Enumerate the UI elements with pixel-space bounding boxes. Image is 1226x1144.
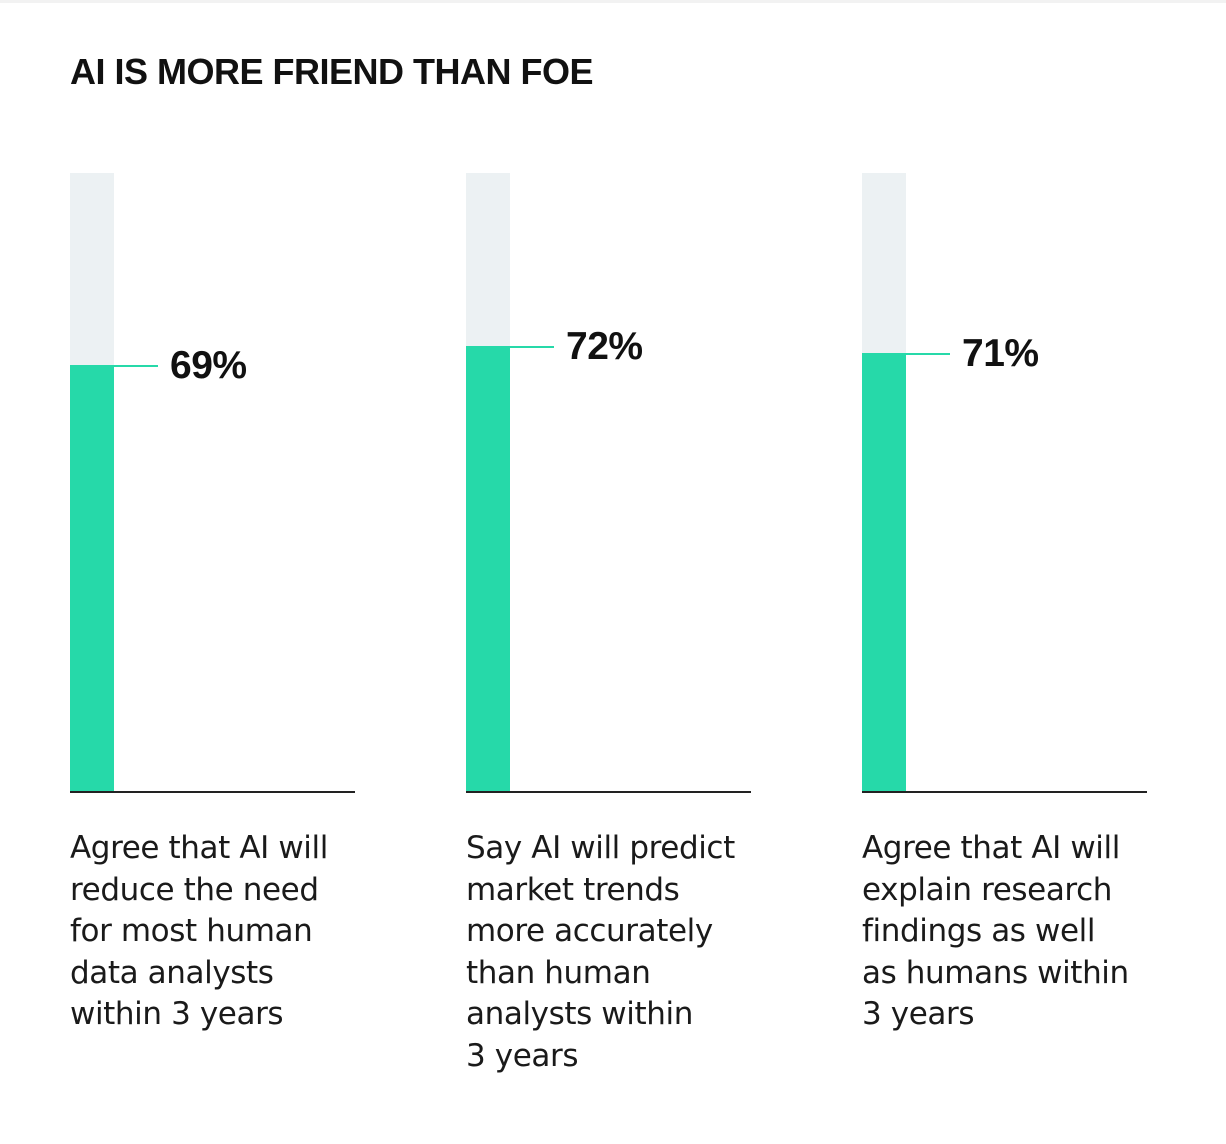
caption-line: explain research [862, 871, 1112, 908]
bar-caption: Agree that AI will reduce the need for mos… [70, 828, 355, 1036]
caption-line: data analysts [70, 954, 274, 991]
caption-line: more accurately [466, 913, 713, 949]
value-leader-line [906, 353, 950, 355]
baseline-axis [466, 791, 751, 793]
caption-line: findings as well [862, 913, 1096, 949]
caption-line: as humans within [862, 954, 1129, 991]
caption-line: than human [466, 954, 651, 991]
bar-panel: 71% Agree that AI will explain research fin… [862, 0, 1152, 1144]
bar-track [862, 173, 906, 792]
bar-panel: 69% Agree that AI will reduce the need for … [70, 0, 360, 1144]
value-leader-line [510, 346, 554, 348]
bar-track [466, 173, 510, 792]
bar-track [70, 173, 114, 792]
bar-panel: 72% Say AI will predict market trends more … [466, 0, 756, 1144]
bar-fill [70, 365, 114, 792]
chart-title: AI IS MORE FRIEND THAN FOE [70, 51, 594, 92]
value-label: 72% [566, 325, 643, 368]
bar-caption: Say AI will predict market trends more acc… [466, 828, 751, 1077]
caption-line: 3 years [466, 1037, 579, 1074]
value-label: 71% [962, 332, 1039, 375]
caption-line: analysts within [466, 996, 693, 1032]
caption-line: Agree that AI will [70, 830, 328, 866]
caption-line: for most human [70, 913, 313, 949]
caption-line: market trends [466, 871, 680, 908]
baseline-axis [70, 791, 355, 793]
top-divider [0, 0, 1226, 3]
caption-line: within 3 years [70, 996, 284, 1032]
caption-line: reduce the need [70, 871, 319, 908]
value-leader-line [114, 365, 158, 367]
bar-fill [466, 346, 510, 792]
caption-line: 3 years [862, 996, 975, 1032]
bar-fill [862, 353, 906, 792]
baseline-axis [862, 791, 1147, 793]
value-label: 69% [170, 344, 247, 387]
caption-line: Agree that AI will [862, 830, 1120, 866]
bar-caption: Agree that AI will explain research findin… [862, 828, 1147, 1036]
caption-line: Say AI will predict [466, 830, 735, 866]
